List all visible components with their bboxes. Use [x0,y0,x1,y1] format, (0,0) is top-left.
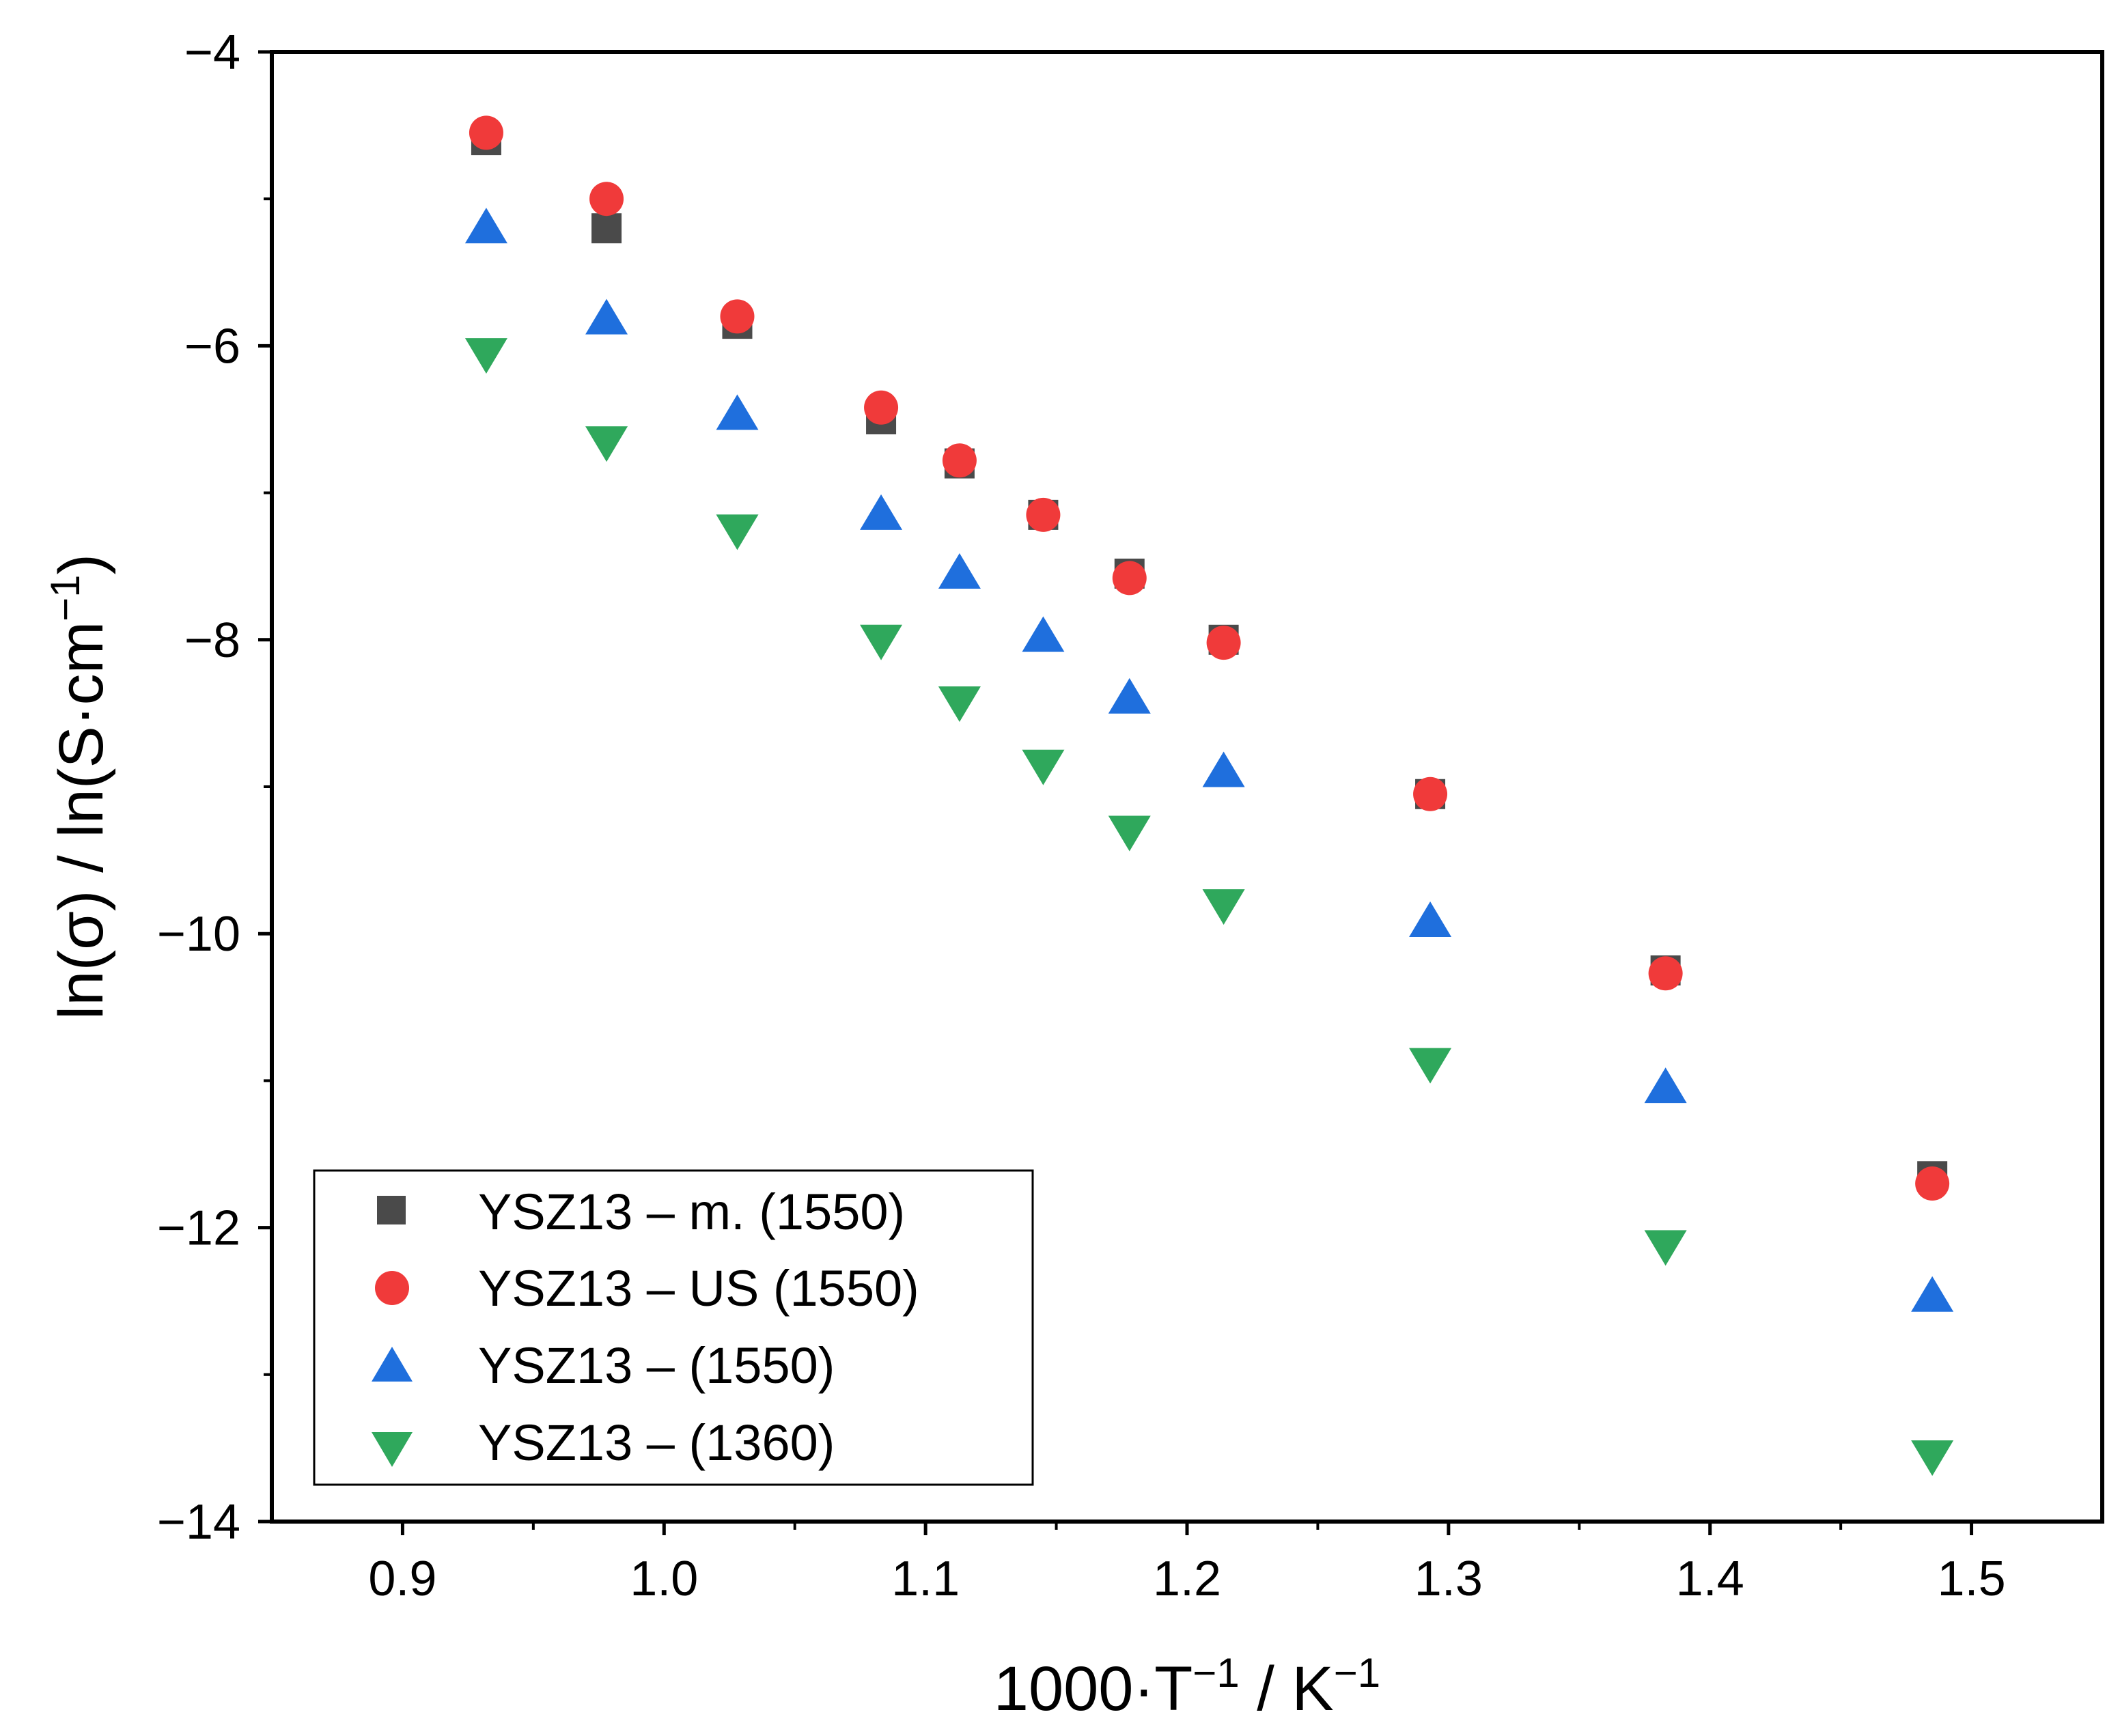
x-tick-label: 1.4 [1676,1552,1744,1606]
series-triangle-down [464,338,1954,1476]
data-point-triangle-up [1911,1276,1954,1312]
y-tick-label: −10 [157,907,240,962]
data-point-circle [942,443,977,478]
data-point-circle [1915,1166,1950,1201]
data-point-triangle-down [938,686,981,723]
legend-marker-triangle-down [372,1432,413,1467]
data-point-triangle-down [1644,1230,1687,1266]
x-axis-title-main: 1000·T [994,1654,1193,1724]
data-point-triangle-up [585,298,628,335]
data-point-circle [720,299,755,334]
x-axis-title: 1000·T−1 / K−1 [994,1650,1380,1724]
legend-label-2: YSZ13 – US (1550) [478,1260,919,1317]
y-tick-label: −6 [184,319,240,374]
data-point-triangle-down [716,514,759,550]
x-axis-title-mid: / K [1240,1654,1334,1724]
data-point-triangle-down [1911,1440,1954,1476]
data-point-triangle-up [1022,616,1065,652]
data-point-triangle-up [464,208,507,244]
data-point-circle [1648,956,1683,991]
y-tick-label: −12 [157,1201,240,1256]
plot-area-frame [270,50,2104,1524]
data-point-triangle-down [1108,815,1151,852]
x-axis-title-superscript-2: −1 [1334,1650,1380,1696]
x-tick-label: 1.1 [891,1552,960,1606]
legend-label-3: YSZ13 – (1550) [478,1337,835,1394]
data-point-circle [589,182,624,216]
x-tick-label: 0.9 [368,1552,436,1606]
y-axis-title-superscript: −1 [42,574,88,621]
x-tick-label: 1.2 [1153,1552,1221,1606]
y-tick-label: −4 [184,25,240,80]
x-tick-label: 1.5 [1938,1552,2006,1606]
x-tick-label: 1.3 [1414,1552,1483,1606]
data-point-circle [864,390,899,425]
axis-tick-labels: 0.9 1.0 1.1 1.2 1.3 1.4 1.5 −14 −12 −10 −8 −6 −4 [157,25,2006,1606]
legend: YSZ13 – m. (1550) YSZ13 – US (1550) YSZ1… [313,1169,1034,1486]
series-triangle-up [464,208,1954,1312]
x-axis-title-superscript-1: −1 [1192,1650,1239,1696]
data-point-triangle-down [585,426,628,462]
data-point-square [591,213,622,244]
data-point-triangle-down [860,624,903,660]
y-axis-title-main: ln(σ) / ln(S·cm [46,621,116,1020]
data-point-triangle-up [938,552,981,589]
data-point-circle [1413,776,1448,811]
x-tick-label: 1.0 [630,1552,698,1606]
y-tick-label: −14 [157,1495,240,1550]
legend-label-1: YSZ13 – m. (1550) [478,1184,905,1240]
data-point-triangle-up [860,494,903,530]
data-point-circle [1206,626,1241,660]
data-point-circle [469,115,503,150]
legend-marker-triangle-up [372,1347,413,1382]
legend-label-4: YSZ13 – (1360) [478,1414,835,1471]
y-axis-title-end: ) [46,554,116,575]
data-point-triangle-up [716,394,759,430]
data-point-triangle-up [1202,751,1245,787]
data-point-circle [1112,561,1147,596]
data-point-triangle-up [1409,901,1452,937]
legend-marker-circle [375,1271,409,1305]
data-point-triangle-up [1108,677,1151,714]
legend-marker-square [377,1196,406,1224]
data-point-circle [1026,497,1061,532]
legend-box [313,1169,1034,1486]
y-axis-title: ln(σ) / ln(S·cm−1) [42,554,116,1020]
data-point-triangle-up [1644,1067,1687,1104]
y-tick-label: −8 [184,613,240,668]
data-point-triangle-down [1202,889,1245,925]
series-circle [469,115,1950,1201]
data-point-triangle-down [464,338,507,374]
data-point-triangle-down [1022,749,1065,785]
data-points [464,115,1954,1476]
data-point-triangle-down [1409,1048,1452,1084]
